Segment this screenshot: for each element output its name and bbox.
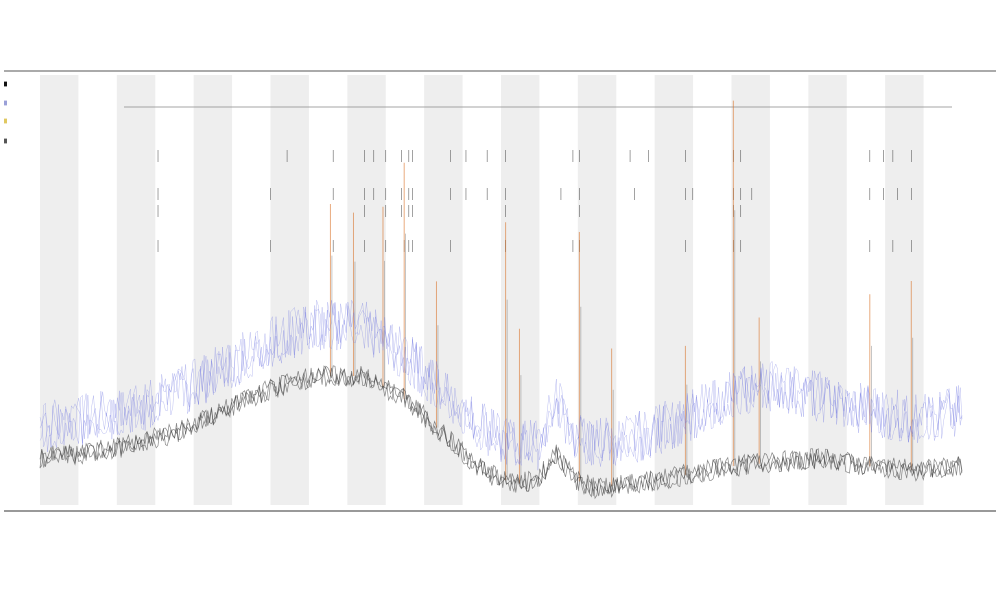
legend-entry <box>4 117 8 127</box>
legend-swatch <box>4 81 7 87</box>
legend-swatch <box>4 138 7 144</box>
background-band <box>270 75 309 505</box>
legend-entry <box>4 137 8 147</box>
background-band <box>885 75 924 505</box>
upper-series-line <box>39 300 963 466</box>
background-band <box>808 75 847 505</box>
background-band <box>424 75 463 505</box>
legend-entry <box>4 99 8 109</box>
baseline-series-line <box>39 367 963 500</box>
background-band <box>577 75 617 505</box>
background-bands <box>40 75 924 505</box>
upper-series-line <box>39 300 963 471</box>
legend-swatch <box>4 100 7 106</box>
background-band <box>40 75 79 505</box>
upper-series-line <box>39 300 963 467</box>
marker-rows <box>157 150 912 252</box>
baseline-series <box>39 365 963 500</box>
background-band <box>731 75 770 505</box>
upper-series <box>39 300 963 471</box>
legend-entry <box>4 80 8 90</box>
background-band <box>116 75 156 505</box>
baseline-series-line <box>39 365 963 497</box>
background-band <box>501 75 540 505</box>
event-spikes <box>329 100 914 487</box>
background-band <box>193 75 233 505</box>
legend-swatch <box>4 118 7 124</box>
